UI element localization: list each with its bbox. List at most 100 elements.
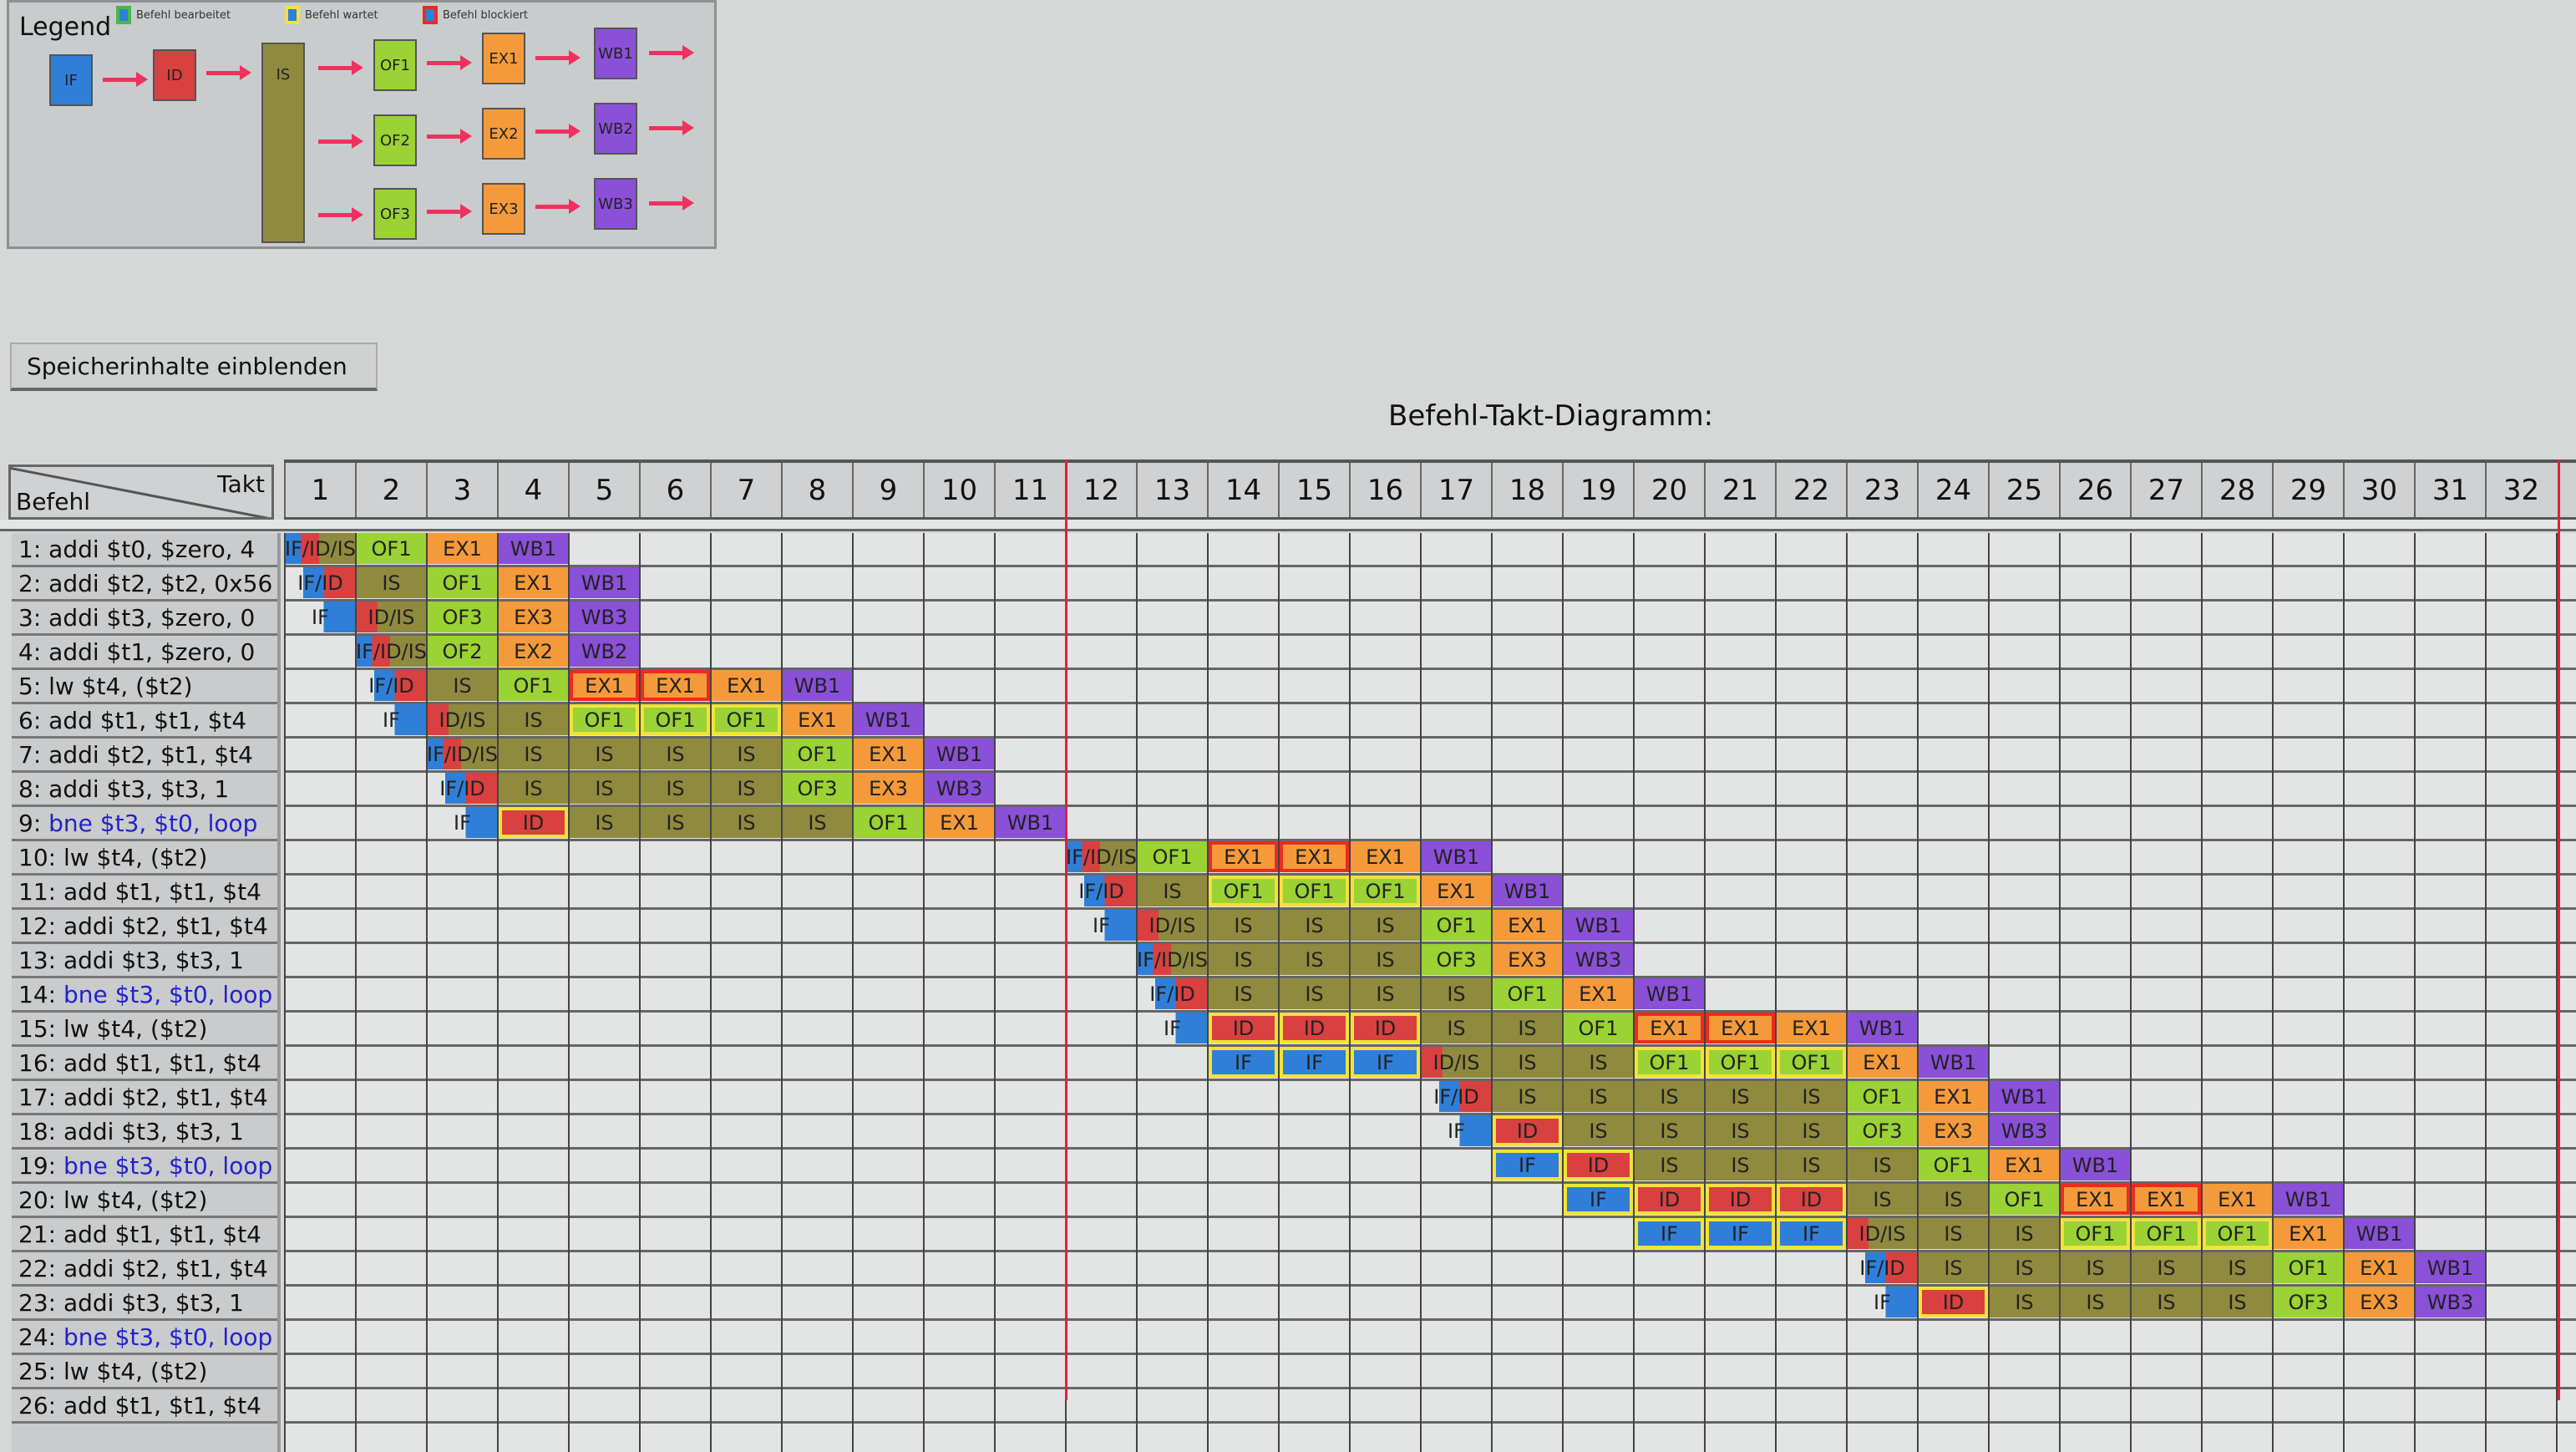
pipeline-stage-cell: IS (1706, 1115, 1775, 1146)
pipeline-stage-cell: IF/ID/IS (1066, 841, 1137, 872)
instruction-row: 25: lw $t4, ($t2) (12, 1355, 277, 1389)
instruction-text: bne $t3, $t0, loop (63, 1323, 273, 1351)
pipeline-stage-cell: WB1 (783, 670, 852, 701)
pipeline-stage-cell: EX1 (641, 670, 710, 701)
pipeline-stage-cell: OF3 (2274, 1287, 2343, 1317)
cycle-header-2: 2 (355, 463, 426, 517)
legend-stage-ex2: EX2 (482, 108, 525, 160)
pipeline-stage-cell: IS (712, 739, 781, 769)
pipeline-stage-cell: EX3 (1919, 1115, 1988, 1146)
table-corner-header: Takt Befehl (8, 465, 274, 520)
pipeline-stage-cell: ID (499, 807, 568, 838)
pipeline-stage-cell: IS (1777, 1081, 1846, 1112)
legend-key-label: Befehl bearbeitet (136, 8, 231, 22)
instruction-text: lw $t4, ($t2) (63, 1358, 208, 1385)
pipeline-stage-cell: IS (570, 807, 639, 838)
pipeline-stage-cell: IS (1493, 1013, 1562, 1043)
instruction-text: addi $t0, $zero, 4 (48, 536, 256, 563)
pipeline-stage-cell: WB1 (925, 739, 994, 769)
instruction-number: 15: (18, 1015, 63, 1043)
legend-stage-id: ID (153, 49, 196, 101)
pipeline-stage-cell: IF/ID (428, 773, 497, 804)
cycle-header-13: 13 (1136, 463, 1207, 517)
pipeline-stage-cell: IF/ID/IS (427, 739, 498, 769)
instruction-row: 8: addi $t3, $t3, 1 (12, 773, 277, 807)
cycle-header-6: 6 (639, 463, 710, 517)
show-memory-button[interactable]: Speicherinhalte einblenden (10, 343, 378, 391)
instruction-number: 13: (18, 947, 63, 974)
pipeline-stage-cell: IS (1635, 1115, 1704, 1146)
cycle-header-32: 32 (2485, 463, 2556, 517)
arrow-icon (427, 129, 472, 144)
instruction-row: 18: addi $t3, $t3, 1 (12, 1115, 277, 1150)
arrow-icon (535, 199, 581, 214)
instruction-number: 6: (18, 707, 49, 734)
instruction-text: addi $t3, $t3, 1 (63, 947, 244, 974)
instruction-text: addi $t3, $t3, 1 (48, 775, 230, 803)
arrow-icon (535, 50, 581, 65)
pipeline-stage-cell: EX1 (783, 704, 852, 735)
cycle-header-4: 4 (497, 463, 568, 517)
pipeline-stage-cell: IS (1706, 1081, 1775, 1112)
pipeline-stage-cell: IS (1635, 1081, 1704, 1112)
pipeline-stage-cell: IS (1209, 978, 1278, 1009)
instruction-row: 24: bne $t3, $t0, loop (12, 1321, 277, 1355)
instruction-axis-label: Befehl (16, 488, 91, 515)
instruction-text: addi $t3, $t3, 1 (63, 1289, 244, 1317)
pipeline-stage-cell: ID (1635, 1184, 1704, 1215)
arrow-icon (318, 60, 363, 75)
pipeline-stage-cell: WB1 (854, 704, 923, 735)
pipeline-stage-cell: IF (1209, 1047, 1278, 1078)
pipeline-stage-cell: IF/ID (1848, 1252, 1917, 1283)
pipeline-stage-cell: IF (1777, 1218, 1846, 1249)
pipeline-stage-cell: OF1 (1848, 1081, 1917, 1112)
instruction-text: lw $t4, ($t2) (63, 1015, 208, 1043)
pipeline-stage-cell: OF2 (428, 636, 497, 667)
pipeline-stage-cell: OF1 (1777, 1047, 1846, 1078)
pipeline-stage-cell: IS (2203, 1287, 2272, 1317)
instruction-number: 7: (18, 741, 49, 769)
pipeline-stage-cell: ID (1706, 1184, 1775, 1215)
pipeline-stage-cell: EX3 (2345, 1287, 2414, 1317)
cycle-header-8: 8 (781, 463, 852, 517)
legend-stage-is: IS (261, 43, 305, 243)
pipeline-stage-cell: IS (1848, 1150, 1917, 1180)
pipeline-stage-cell: EX1 (1280, 841, 1349, 872)
pipeline-stage-cell: OF3 (1848, 1115, 1917, 1146)
instruction-number: 23: (18, 1289, 63, 1317)
pipeline-stage-cell: ID (1777, 1184, 1846, 1215)
pipeline-stage-cell: ID/IS (1848, 1218, 1917, 1249)
arrow-icon (427, 204, 472, 219)
pipeline-stage-cell: IS (1564, 1047, 1633, 1078)
cycle-header-24: 24 (1917, 463, 1988, 517)
pipeline-stage-cell: IS (357, 567, 426, 598)
pipeline-stage-cell: IS (1990, 1218, 2059, 1249)
pipeline-stage-cell: IF/ID (1138, 978, 1207, 1009)
cycle-header-28: 28 (2201, 463, 2272, 517)
pipeline-stage-cell: WB1 (2416, 1252, 2485, 1283)
instruction-text: add $t1, $t1, $t4 (63, 1392, 261, 1419)
instruction-row: 7: addi $t2, $t1, $t4 (12, 739, 277, 773)
pipeline-stage-cell: OF1 (1990, 1184, 2059, 1215)
pipeline-stage-cell: EX1 (1493, 910, 1562, 941)
pipeline-stage-cell: OF1 (1422, 910, 1491, 941)
pipeline-stage-cell: OF1 (1351, 876, 1420, 906)
cycle-header-19: 19 (1562, 463, 1633, 517)
cycle-header-row: 1 2 3 4 5 6 7 8 9 10 11 12 13 14 15 16 17 18 19 20 21 22 23 24 2… (284, 459, 2576, 520)
pipeline-stage-cell: ID (1209, 1013, 1278, 1043)
instruction-text: lw $t4, ($t2) (63, 1186, 208, 1214)
pipeline-stage-cell: IF/ID (1422, 1081, 1491, 1112)
instruction-row: 6: add $t1, $t1, $t4 (12, 704, 277, 739)
pipeline-stage-cell: IF/ID/IS (356, 636, 427, 667)
pipeline-stage-cell: OF1 (2274, 1252, 2343, 1283)
pipeline-stage-cell: OF1 (712, 704, 781, 735)
instruction-number: 17: (18, 1084, 63, 1111)
cycle-header-3: 3 (426, 463, 497, 517)
pipeline-stage-cell: EX1 (854, 739, 923, 769)
pipeline-stage-cell: ID/IS (1138, 910, 1207, 941)
legend-key-waiting: Befehl wartet (285, 6, 378, 24)
arrow-icon (206, 65, 251, 80)
arrow-icon (649, 195, 694, 211)
pipeline-stage-cell: EX1 (1635, 1013, 1704, 1043)
pipeline-stage-cell: ID (1493, 1115, 1562, 1146)
